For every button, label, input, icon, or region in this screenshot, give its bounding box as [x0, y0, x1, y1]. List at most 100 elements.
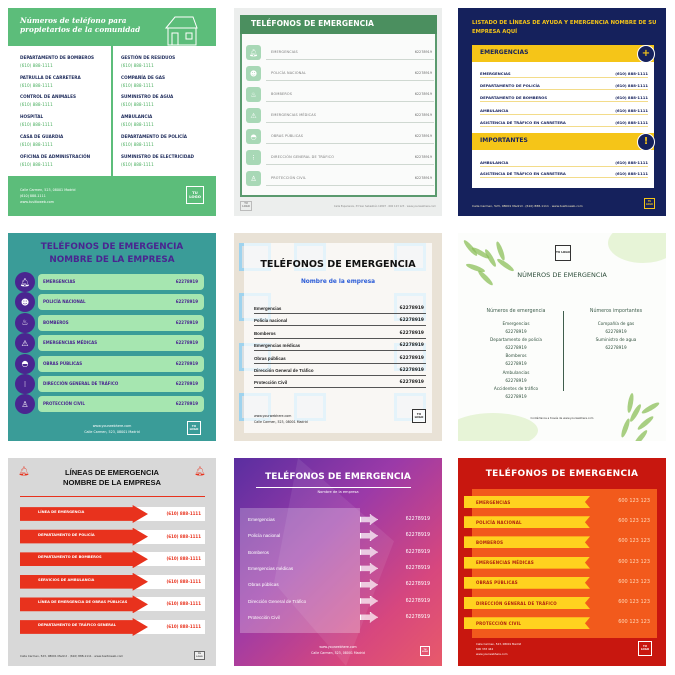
footer-website: www.yourwebhere.com [254, 414, 292, 418]
template-card-leaves[interactable]: TU LOGO NÚMEROS DE EMERGENCIA Números de… [458, 233, 666, 441]
footer-website: www.yourwebhere.com [476, 652, 508, 656]
row-phone: (610) 888-1111 [615, 95, 648, 100]
row-label: Protección Civil [248, 614, 280, 620]
contact-item: SUMINISTRO DE AGUA (610) 888-1111 [121, 94, 211, 110]
leaf [640, 400, 661, 416]
emergency-row: ☻ POLICÍA NACIONAL 62278919 [8, 292, 216, 313]
logo-placeholder: TU LOGO [638, 641, 652, 656]
row-phone: (610) 888-1111 [615, 108, 648, 113]
row-number: 62278919 [414, 50, 432, 54]
row-pill: POLICÍA NACIONAL 62278919 [38, 294, 204, 311]
contact-label: HOSPITAL [20, 114, 44, 120]
contact-phone: (610) 888-1111 [20, 122, 53, 128]
person-icon: ♙ [246, 171, 261, 186]
row-divider [266, 185, 434, 186]
template-card-red-ribbons[interactable]: TELÉFONOS DE EMERGENCIA EMERGENCIAS 600 1… [458, 458, 666, 666]
emergency-row: ⚠ EMERGENCIAS MÉDICAS 62278919 [234, 108, 442, 124]
row-divider [480, 89, 648, 90]
row-number: 62278919 [175, 340, 198, 346]
contact-label: AMBULANCIA [121, 114, 153, 120]
footer-website: www.tusitioweb.com [20, 200, 54, 204]
left-column: DEPARTAMENTO DE BOMBEROS (610) 888-1111 PA… [20, 55, 110, 175]
row-divider [266, 122, 434, 123]
exclamation-icon: ! [637, 132, 655, 151]
leaf [632, 428, 649, 441]
row-phone: (610) 888-1111 [166, 533, 201, 539]
footer: Calle Carmen, 523, 08001 Madrid · (610) … [20, 654, 124, 658]
rows: Emergencias 62278919 Policía nacional 62278… [234, 514, 442, 632]
leaf [619, 417, 632, 439]
phone-box: (610) 888-1111 [133, 529, 205, 544]
rows: (610) 888-1111 LÍNEA DE EMERGENCIA (610)… [8, 505, 216, 645]
card-title: TELÉFONOS DE EMERGENCIA [260, 259, 416, 270]
template-card-teal-purple[interactable]: TELÉFONOS DE EMERGENCIA NOMBRE DE LA EMP… [8, 233, 216, 441]
logo-placeholder: TU LOGO [194, 651, 205, 660]
emergency-row: Protección Civil 62278919 [234, 611, 442, 623]
row-label: ASISTENCIA DE TRÁFICO EN CARRETERA [480, 120, 566, 125]
row-divider [254, 362, 426, 364]
emergency-row: ♨ BOMBEROS 62278919 [8, 312, 216, 333]
footer-phone: (610) 888-1111 [20, 194, 46, 198]
emergency-row: POLICÍA NACIONAL 600 123 123 [458, 516, 666, 529]
row-label: DIRECCIÓN GENERAL DE TRÁFICO [271, 155, 335, 159]
row-number: 62278919 [399, 355, 424, 361]
row-label: DIRECCIÓN GENERAL DE TRÁFICO [476, 600, 557, 606]
row-divider [480, 77, 648, 78]
template-card-building-photo[interactable]: TELÉFONOS DE EMERGENCIA Nombre de la emp… [234, 233, 442, 441]
row-label: DEPARTAMENTO DE BOMBEROS [38, 555, 102, 560]
template-card-purple-gradient[interactable]: TELÉFONOS DE EMERGENCIA Nombre de la emp… [234, 458, 442, 666]
emergency-row: Emergencias 62278919 [234, 306, 442, 315]
row-divider [254, 313, 426, 314]
contact-item: SUMINISTRO DE ELECTRICIDAD (610) 888-1111 [121, 154, 211, 170]
header-band [240, 15, 437, 34]
row-number: 62278919 [405, 549, 430, 555]
contact-phone: (610) 888-1111 [121, 161, 154, 167]
contact-phone: (610) 888-1111 [20, 82, 53, 88]
logo-placeholder: TU LOGO [644, 198, 655, 209]
police-icon: ☻ [246, 66, 261, 81]
row-number: 62278919 [405, 533, 430, 539]
footer: www.yourwebhere.com Calle Carmen, 523, 0… [8, 423, 216, 435]
row-phone: (610) 888-1111 [615, 83, 648, 88]
row-number: 62278919 [399, 380, 424, 386]
bell-icon: 🔔︎ [194, 467, 206, 477]
footer-address: Calle Carmen, 523, 08001 Madrid [84, 430, 140, 434]
template-card-navy-yellow[interactable]: LISTADO DE LÍNEAS DE AYUDA Y EMERGENCIA … [458, 8, 666, 216]
row-number: 62278919 [175, 401, 198, 407]
row-label: PROTECCIÓN CIVIL [271, 176, 307, 180]
item-label: Bomberos [505, 353, 527, 359]
ribbon-label: OBRAS PÚBLICAS [464, 576, 590, 589]
row-divider [266, 101, 434, 102]
item-number: 62278919 [605, 345, 627, 351]
content-panel [240, 15, 437, 197]
row-divider [266, 80, 434, 81]
contact-item: PATRULLA DE CARRETERA (610) 888-1111 [20, 75, 110, 91]
right-heading: Números importantes [589, 309, 643, 314]
emergency-row: (610) 888-1111 DEPARTAMENTO DE POLICÍA [8, 527, 216, 546]
row-number: 62278919 [175, 299, 198, 305]
emergency-row: ⁝ DIRECCIÓN GENERAL DE TRÁFICO 62278919 [234, 150, 442, 166]
emergency-row: ⁝ DIRECCIÓN GENERAL DE TRÁFICO 62278919 [8, 374, 216, 394]
item-label: Compañía de gas [597, 321, 635, 326]
title-line: NOMBRE DE LA EMPRESA [62, 478, 162, 487]
template-card-green-list[interactable]: TELÉFONOS DE EMERGENCIA 🔔︎ EMERGENCIAS 62… [234, 8, 442, 216]
section-header: IMPORTANTES [472, 133, 654, 150]
template-card-community-phones[interactable]: Números de teléfono para propietarios de… [8, 8, 216, 216]
row-number: 62278919 [405, 517, 430, 522]
card-title: TELÉFONOS DE EMERGENCIA NOMBRE DE LA EMP… [8, 241, 216, 267]
ribbon-label: EMERGENCIAS MÉDICAS [464, 556, 590, 569]
footer: www.yourwebhere.com Calle Carmen, 523, 0… [234, 644, 442, 656]
template-card-red-arrows[interactable]: 🔔︎ 🔔︎ LÍNEAS DE EMERGENCIA NOMBRE DE LA … [8, 458, 216, 666]
emergency-row: 🔔︎ EMERGENCIAS 62278919 [8, 272, 216, 292]
row-number: 600 123 123 [618, 599, 650, 605]
item-number: 62278919 [505, 377, 527, 383]
contact-item: COMPAÑÍA DE GAS (610) 888-1111 [121, 75, 211, 91]
row-number: 62278919 [414, 155, 432, 159]
arrow-right-icon [360, 595, 378, 607]
leaf [494, 240, 507, 262]
section-header: EMERGENCIAS [472, 45, 654, 62]
footer-address: Calle Carmen, 523, 08001 Madrid [20, 188, 76, 192]
ribbon-label: BOMBEROS [464, 536, 590, 549]
contact-phone: (610) 888-1111 [121, 141, 154, 147]
emergency-row: (610) 888-1111 LÍNEA DE EMERGENCIA [8, 505, 216, 523]
